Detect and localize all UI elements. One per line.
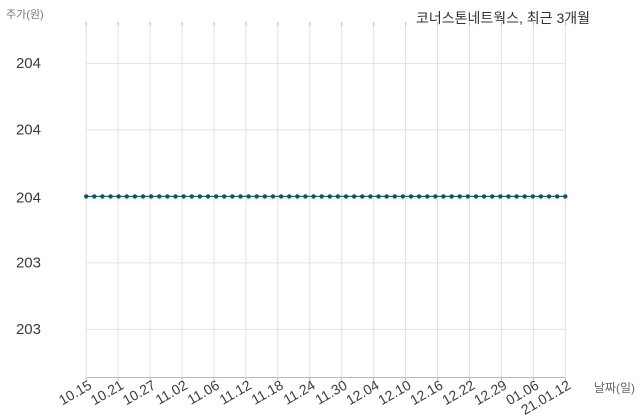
svg-text:11.06: 11.06 <box>185 377 223 408</box>
svg-text:12.10: 12.10 <box>375 377 414 408</box>
svg-text:11.24: 11.24 <box>280 377 318 408</box>
svg-text:203: 203 <box>16 321 41 338</box>
svg-text:12.22: 12.22 <box>439 377 478 408</box>
svg-text:11.02: 11.02 <box>153 377 191 408</box>
svg-text:12.04: 12.04 <box>343 377 382 408</box>
svg-text:12.29: 12.29 <box>471 377 510 408</box>
svg-text:12.16: 12.16 <box>407 377 446 408</box>
svg-text:204: 204 <box>16 121 41 138</box>
svg-text:11.12: 11.12 <box>216 377 254 408</box>
svg-text:날짜(일): 날짜(일) <box>594 381 635 395</box>
svg-text:10.21: 10.21 <box>88 377 127 408</box>
svg-text:11.30: 11.30 <box>312 377 350 408</box>
svg-text:10.27: 10.27 <box>120 377 159 408</box>
svg-text:204: 204 <box>16 55 41 72</box>
svg-text:11.18: 11.18 <box>248 377 286 408</box>
svg-text:204: 204 <box>16 190 41 207</box>
svg-text:203: 203 <box>16 254 41 271</box>
svg-text:10.15: 10.15 <box>56 377 95 408</box>
